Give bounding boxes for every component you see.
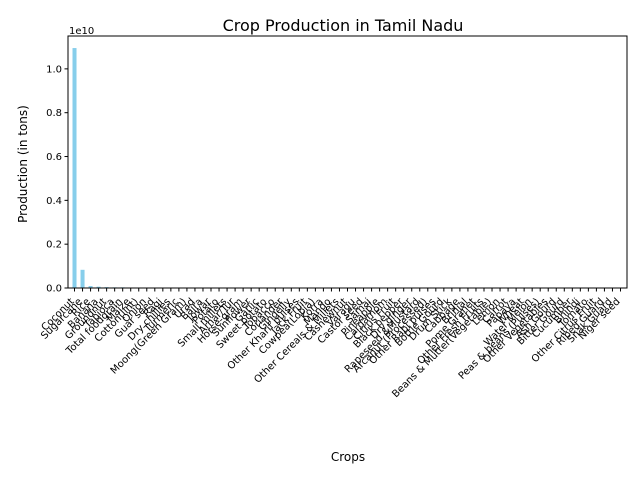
y-tick-label: 0.4 [46,196,62,207]
bar [88,286,93,288]
y-axis-title: Production (in tons) [16,105,30,223]
plot-frame [67,35,628,289]
chart-title: Crop Production in Tamil Nadu [223,16,464,35]
y-tick-label: 0.2 [46,240,62,251]
bar [96,286,101,288]
y-ticks-group: 0.0 0.2 0.4 0.6 0.8 1.0 [46,64,68,295]
bar [80,269,85,288]
x-axis-title: Crops [331,450,365,464]
bar [72,48,77,288]
y-offset-label: 1e10 [69,26,94,37]
y-tick-label: 0.0 [46,284,62,295]
y-tick-label: 1.0 [46,64,62,75]
y-tick-label: 0.6 [46,152,62,163]
y-tick-label: 0.8 [46,108,62,119]
